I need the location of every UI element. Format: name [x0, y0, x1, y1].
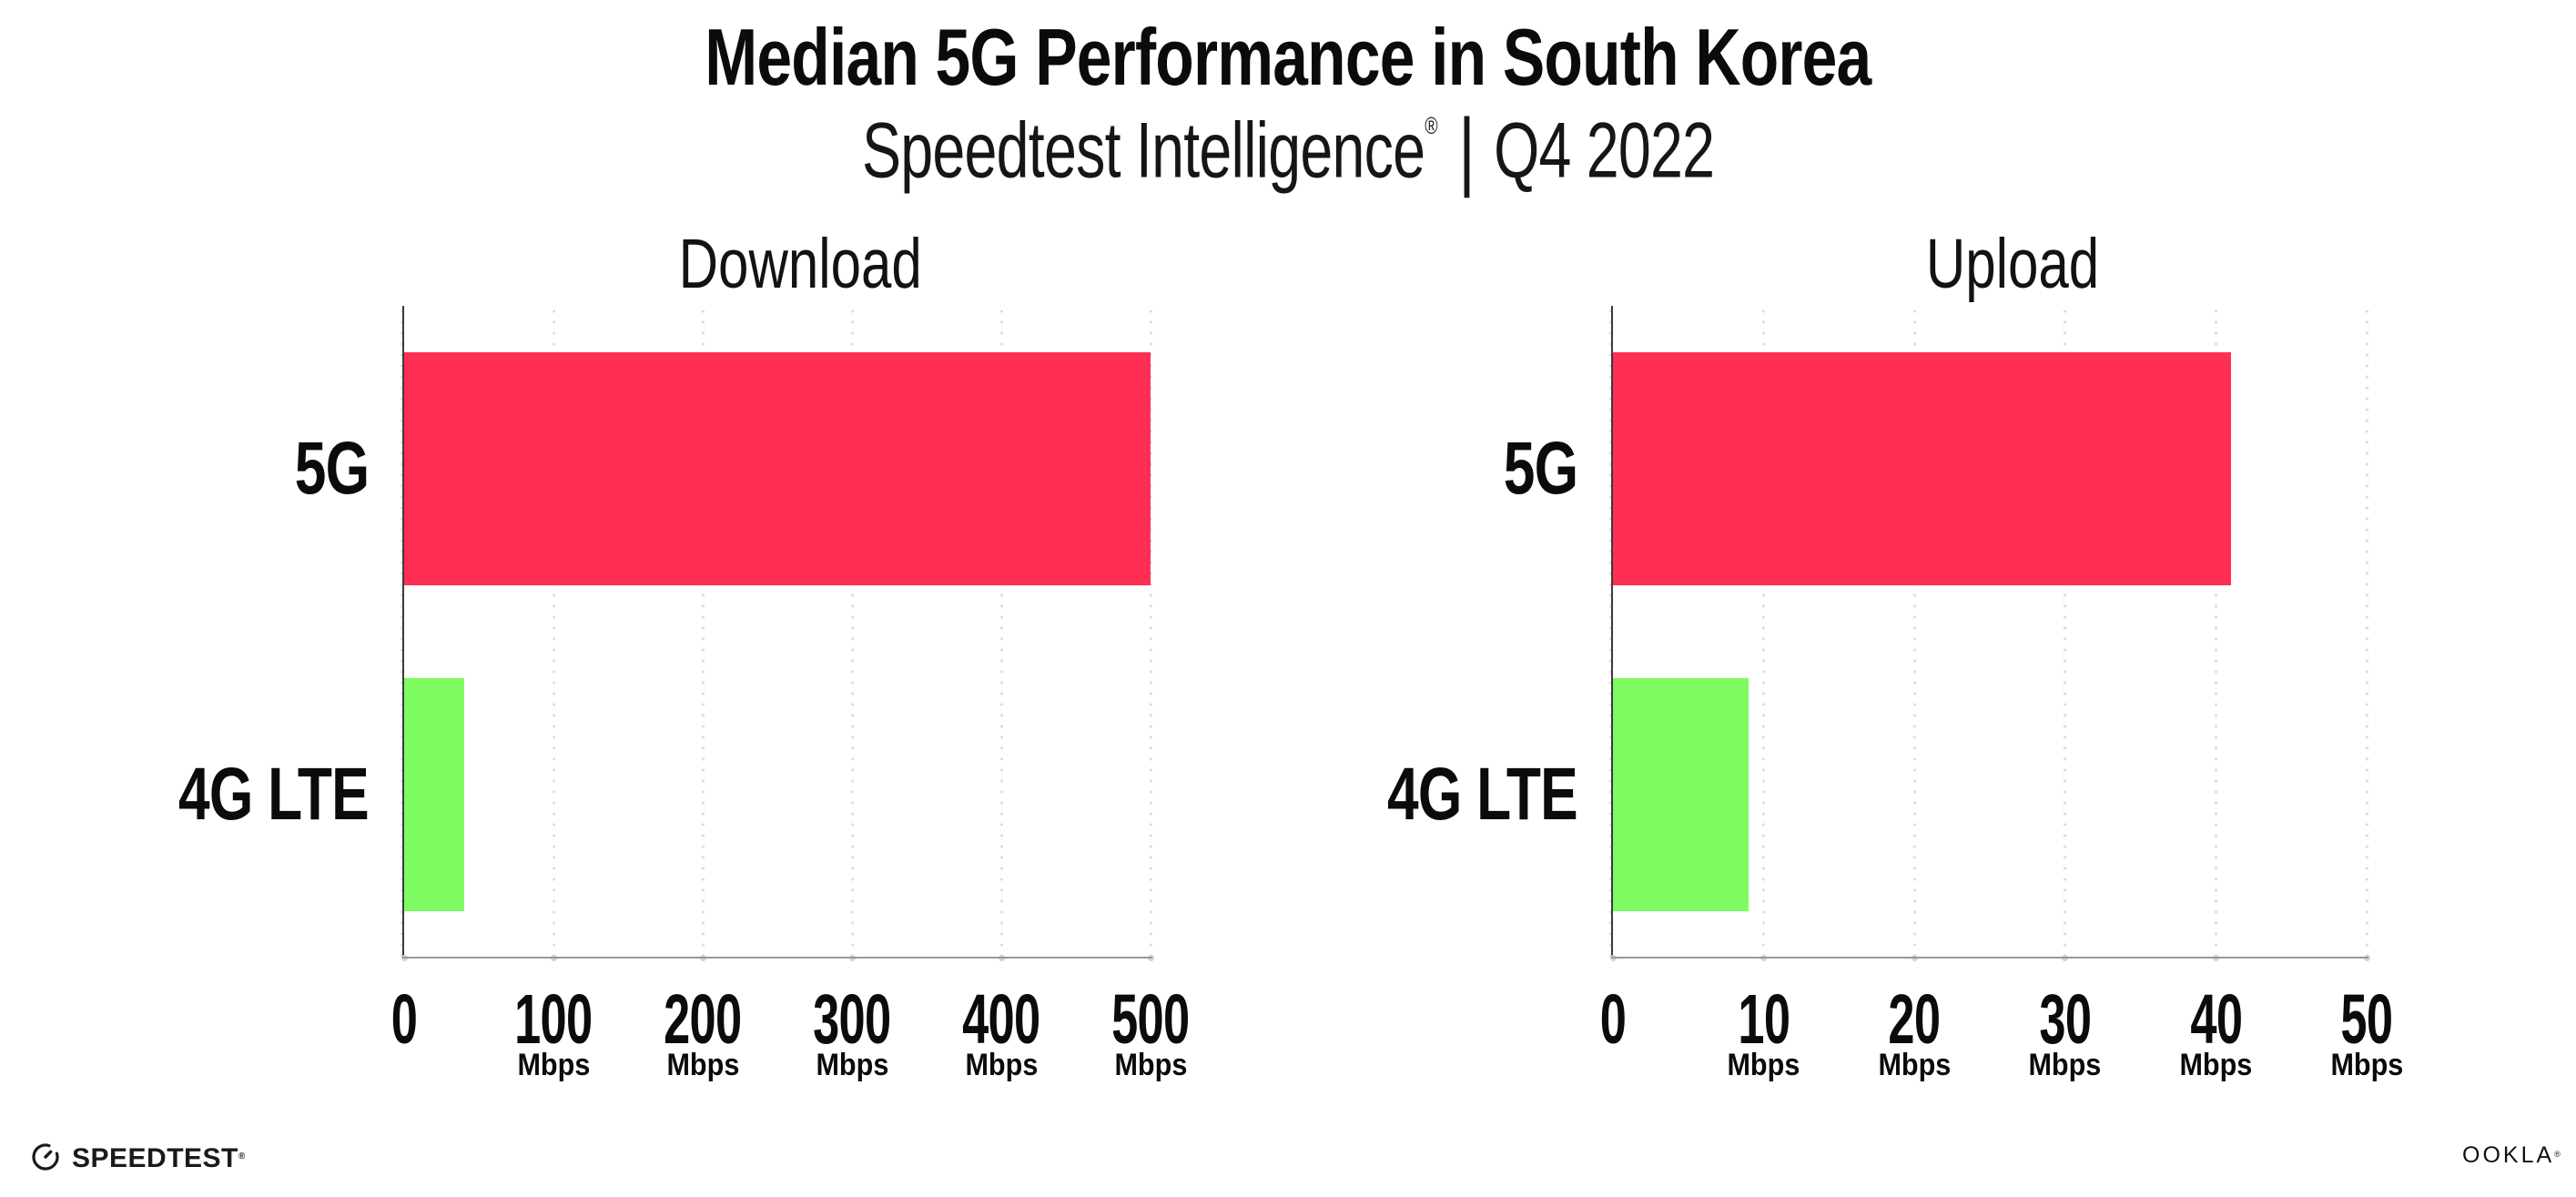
- y-axis-label-5g: 5G: [1503, 427, 1577, 510]
- x-tick-unit: Mbps: [2330, 1048, 2403, 1082]
- bar-4g-lte: [404, 678, 464, 911]
- ookla-logo: OOKLA®: [2462, 1141, 2561, 1169]
- upload-chart-title: Upload: [1925, 225, 2100, 303]
- x-tick-label: 300: [813, 980, 891, 1059]
- gridline: [401, 306, 403, 963]
- page-subtitle-text: Speedtest Intelligence® | Q4 2022: [861, 98, 1715, 198]
- bar-5g: [404, 352, 1151, 585]
- gridline: [1762, 306, 1766, 963]
- gridline: [2064, 306, 2067, 963]
- axis-tick-dot: [1760, 954, 1768, 961]
- x-tick-unit: Mbps: [965, 1048, 1038, 1082]
- x-tick-unit: Mbps: [2028, 1048, 2102, 1082]
- axis-tick-dot: [1609, 954, 1617, 961]
- axis-tick-dot: [998, 954, 1005, 961]
- x-tick-unit: Mbps: [517, 1048, 590, 1082]
- axis-tick-dot: [848, 954, 856, 961]
- y-axis-label-4g-lte: 4G LTE: [178, 753, 370, 836]
- subtitle-brand: Speedtest Intelligence: [861, 107, 1425, 195]
- speedtest-logo: SPEEDTEST®: [30, 1141, 246, 1177]
- speedtest-gauge-icon: [32, 1143, 59, 1171]
- axis-tick-dot: [699, 954, 706, 961]
- y-axis-label-5g: 5G: [294, 427, 369, 510]
- x-tick-unit: Mbps: [2179, 1048, 2253, 1082]
- x-tick-unit: Mbps: [666, 1048, 739, 1082]
- x-tick-label: 500: [1111, 980, 1190, 1059]
- x-axis-line: [402, 957, 1152, 959]
- gridline: [1149, 306, 1152, 963]
- gridline: [2214, 306, 2217, 963]
- axis-tick-dot: [2062, 954, 2069, 961]
- x-tick-unit: Mbps: [1727, 1048, 1800, 1082]
- speedtest-wordmark: SPEEDTEST®: [72, 1143, 246, 1173]
- x-tick-unit: Mbps: [816, 1048, 888, 1082]
- gauge-needle-icon: [44, 1150, 53, 1159]
- x-tick-label: 20: [1888, 980, 1942, 1059]
- y-axis-line: [402, 306, 404, 958]
- x-tick-label: 30: [2039, 980, 2092, 1059]
- download-chart-title: Download: [678, 225, 922, 303]
- axis-tick-dot: [1911, 954, 1918, 961]
- axis-tick-dot: [401, 954, 408, 961]
- x-tick-label: 50: [2340, 980, 2394, 1059]
- x-axis-line: [1611, 957, 2368, 959]
- bar-5g: [1613, 352, 2231, 585]
- axis-tick-dot: [550, 954, 557, 961]
- bar-4g-lte: [1613, 678, 1749, 911]
- gridline: [701, 306, 705, 963]
- page-title-text: Median 5G Performance in South Korea: [705, 12, 1871, 102]
- x-tick-label: 10: [1738, 980, 1790, 1059]
- page-title: Median 5G Performance in South Korea: [0, 12, 2576, 127]
- x-tick-label: 100: [514, 980, 593, 1059]
- ookla-registered-mark: ®: [2554, 1150, 2561, 1159]
- axis-tick-dot: [2363, 954, 2370, 961]
- page-subtitle: Speedtest Intelligence® | Q4 2022: [0, 98, 2576, 218]
- gridline: [850, 306, 854, 963]
- subtitle-separator: |: [1457, 100, 1476, 198]
- gridline: [1609, 306, 1612, 963]
- x-tick-label: 0: [390, 980, 418, 1059]
- registered-trademark-icon: ®: [1425, 112, 1438, 139]
- gridline: [552, 306, 555, 963]
- axis-tick-dot: [2212, 954, 2219, 961]
- y-axis-label-4g-lte: 4G LTE: [1387, 753, 1578, 836]
- gridline: [1912, 306, 1916, 963]
- x-tick-unit: Mbps: [1114, 1048, 1187, 1082]
- x-tick-label: 200: [664, 980, 742, 1059]
- subtitle-period: Q4 2022: [1493, 107, 1715, 195]
- speedtest-registered-mark: ®: [238, 1151, 246, 1161]
- x-tick-unit: Mbps: [1878, 1048, 1952, 1082]
- x-tick-label: 0: [1599, 980, 1627, 1059]
- x-tick-label: 40: [2189, 980, 2243, 1059]
- axis-tick-dot: [1147, 954, 1154, 961]
- gridline: [999, 306, 1003, 963]
- x-tick-label: 400: [962, 980, 1040, 1059]
- ookla-wordmark: OOKLA: [2462, 1142, 2555, 1168]
- gridline: [2365, 306, 2368, 963]
- y-axis-line: [1611, 306, 1613, 958]
